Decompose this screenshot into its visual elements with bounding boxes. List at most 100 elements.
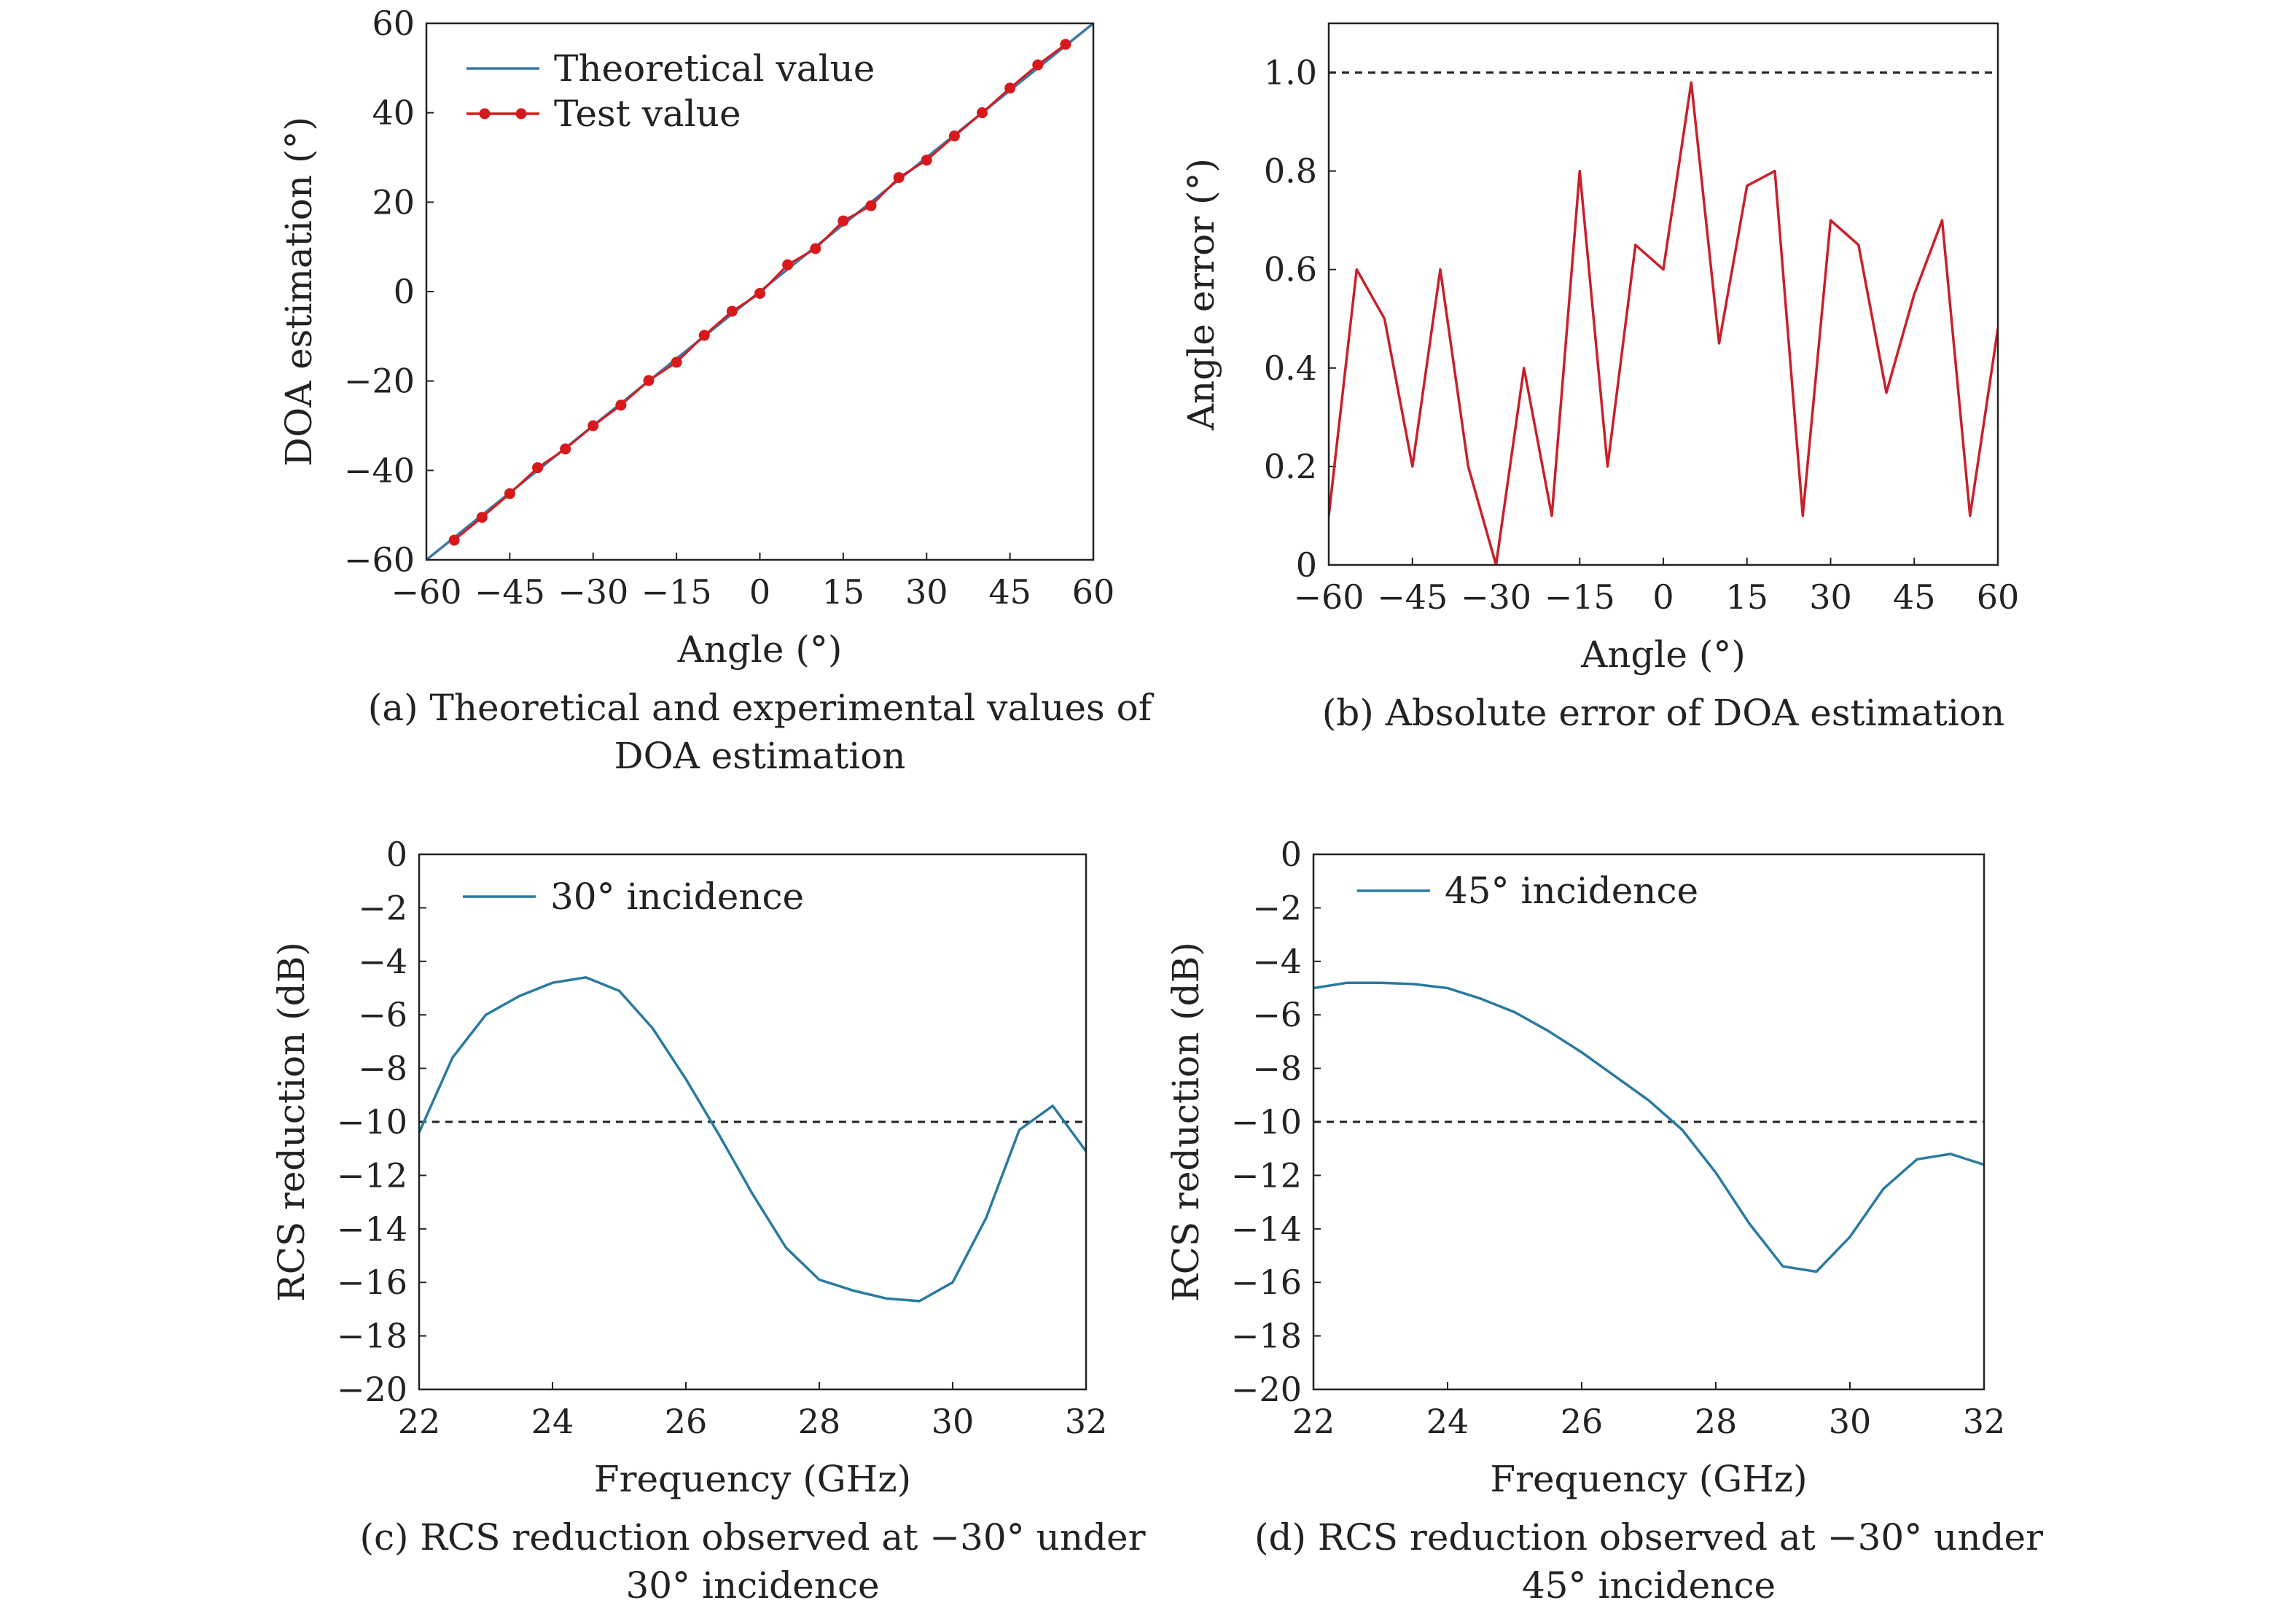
chart-panel-d: 22 24 26 28 30 32 0 −2 −4 −6 −8 −10 −12 −14 −16 −18 −20 4…: [1165, 835, 2043, 1607]
data-point: [532, 462, 543, 474]
x-tick-label: 32: [1963, 1402, 2006, 1441]
x-tick-label: 0: [1652, 577, 1674, 617]
y-tick-label: 40: [372, 93, 415, 133]
y-tick-label: −4: [1252, 942, 1302, 981]
y-tick-label: −12: [337, 1155, 407, 1195]
x-tick-label: 0: [749, 572, 770, 612]
y-tick-label: −18: [337, 1317, 407, 1356]
y-tick-label: −60: [344, 540, 415, 580]
plot-area: [426, 23, 1093, 560]
legend-marker: [479, 108, 491, 120]
y-tick-label: −12: [1231, 1155, 1302, 1195]
y-tick-label: 0.6: [1264, 250, 1317, 289]
y-tick-label: −18: [1231, 1317, 1302, 1356]
y-tick-label: −14: [337, 1209, 407, 1249]
chart-panel-c: 22 24 26 28 30 32 0 −2 −4 −6 −8 −10 −12 −14 −16 −18 −20 3…: [270, 835, 1146, 1607]
x-axis-title: Frequency (GHz): [1490, 1458, 1807, 1500]
axes-frame: [1312, 853, 1985, 1391]
x-axis-title: Angle (°): [677, 628, 843, 671]
x-tick-label: 26: [1561, 1402, 1604, 1441]
x-tick-label: 22: [1292, 1402, 1335, 1441]
x-tick-label: −15: [641, 572, 712, 612]
data-point: [1032, 59, 1044, 71]
panel-caption: 30° incidence: [625, 1564, 879, 1607]
y-tick-label: −20: [344, 362, 415, 401]
x-tick-label: 30: [1829, 1402, 1872, 1441]
legend-label: Test value: [554, 93, 741, 135]
x-tick-label: 30: [905, 572, 948, 612]
y-tick-label: −14: [1231, 1209, 1302, 1249]
y-tick-label: 0.8: [1264, 152, 1317, 191]
y-tick-label: −16: [1231, 1263, 1302, 1302]
data-point: [504, 488, 515, 499]
series-line-0: [1313, 981, 1984, 1273]
x-tick-label: 24: [1426, 1402, 1469, 1441]
plot-area: [419, 976, 1086, 1303]
legend-label: Theoretical value: [554, 47, 875, 90]
data-point: [560, 443, 571, 455]
x-tick-label: −15: [1545, 577, 1615, 617]
legend-label: 30° incidence: [550, 875, 804, 918]
chart-panel-a: −60 −45 −30 −15 0 15 30 45 60 −60 −40 −20 0 20 40 60 The…: [278, 4, 1155, 777]
data-point: [865, 200, 877, 211]
series-line-0: [419, 976, 1086, 1303]
series-line-0: [1329, 81, 1998, 565]
plot-area: [1329, 81, 1998, 565]
y-tick-label: −10: [337, 1102, 407, 1142]
panel-caption: (d) RCS reduction observed at −30° under: [1254, 1516, 2043, 1559]
legend: 30° incidence: [463, 875, 804, 918]
panel-caption: (c) RCS reduction observed at −30° under: [359, 1516, 1145, 1559]
data-point: [587, 420, 599, 432]
data-point: [754, 287, 765, 299]
data-point: [726, 305, 738, 317]
plot-area: [1313, 981, 1984, 1273]
x-tick-label: 30: [1809, 577, 1852, 617]
y-tick-label: 1.0: [1264, 53, 1317, 93]
y-tick-label: −16: [337, 1263, 407, 1302]
y-tick-label: −20: [1231, 1370, 1302, 1409]
x-tick-label: 22: [398, 1402, 441, 1441]
x-tick-label: −30: [1461, 577, 1531, 617]
data-point: [671, 356, 682, 368]
y-tick-label: −8: [358, 1049, 407, 1088]
y-axis-title: Angle error (°): [1180, 158, 1222, 431]
data-point: [448, 534, 460, 546]
axes-frame: [418, 853, 1088, 1391]
x-tick-label: −60: [1293, 577, 1364, 617]
data-point: [476, 512, 488, 523]
x-tick-label: 60: [1977, 577, 2020, 617]
axes-frame: [1327, 22, 1999, 566]
data-point: [643, 375, 655, 386]
x-tick-label: 24: [531, 1402, 574, 1441]
x-tick-label: 30: [932, 1402, 975, 1441]
y-tick-label: −10: [1231, 1102, 1302, 1142]
y-tick-label: 0: [1296, 545, 1317, 585]
chart-panel-b: −60 −45 −30 −15 0 15 30 45 60 0 0.2 0.4 0.6 0.8 1.0 Ang…: [1180, 22, 2020, 734]
y-tick-label: −40: [344, 450, 415, 490]
x-tick-label: 60: [1072, 572, 1115, 612]
y-axis-title: DOA estimation (°): [278, 117, 320, 467]
x-tick-label: 15: [1725, 577, 1768, 617]
x-tick-label: −60: [391, 572, 461, 612]
x-tick-label: 28: [1695, 1402, 1738, 1441]
y-axis-title: RCS reduction (dB): [270, 942, 313, 1302]
data-point: [615, 399, 627, 411]
axes-frame: [425, 22, 1095, 561]
data-point: [698, 329, 710, 341]
y-axis-title: RCS reduction (dB): [1165, 942, 1207, 1302]
x-tick-label: 45: [1893, 577, 1936, 617]
y-tick-label: −6: [358, 995, 407, 1034]
x-tick-label: 32: [1065, 1402, 1108, 1441]
x-tick-label: 15: [822, 572, 865, 612]
y-tick-label: −4: [358, 942, 407, 981]
data-point: [977, 107, 988, 119]
data-point: [810, 243, 821, 254]
legend-marker: [515, 108, 527, 120]
y-tick-label: 0.2: [1264, 447, 1317, 486]
panel-caption: (a) Theoretical and experimental values …: [368, 687, 1155, 729]
y-tick-label: −6: [1252, 995, 1302, 1034]
data-point: [893, 172, 905, 184]
panel-caption: DOA estimation: [614, 735, 905, 777]
